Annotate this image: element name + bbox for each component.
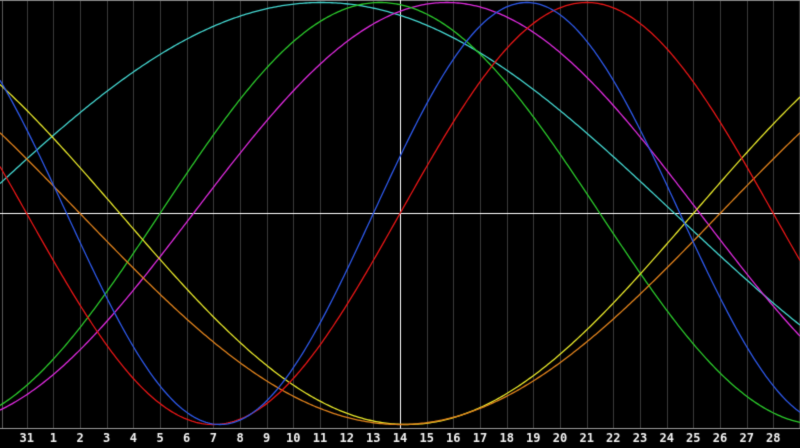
biorhythm-chart bbox=[0, 0, 800, 448]
biorhythm-chart-canvas bbox=[0, 0, 800, 448]
